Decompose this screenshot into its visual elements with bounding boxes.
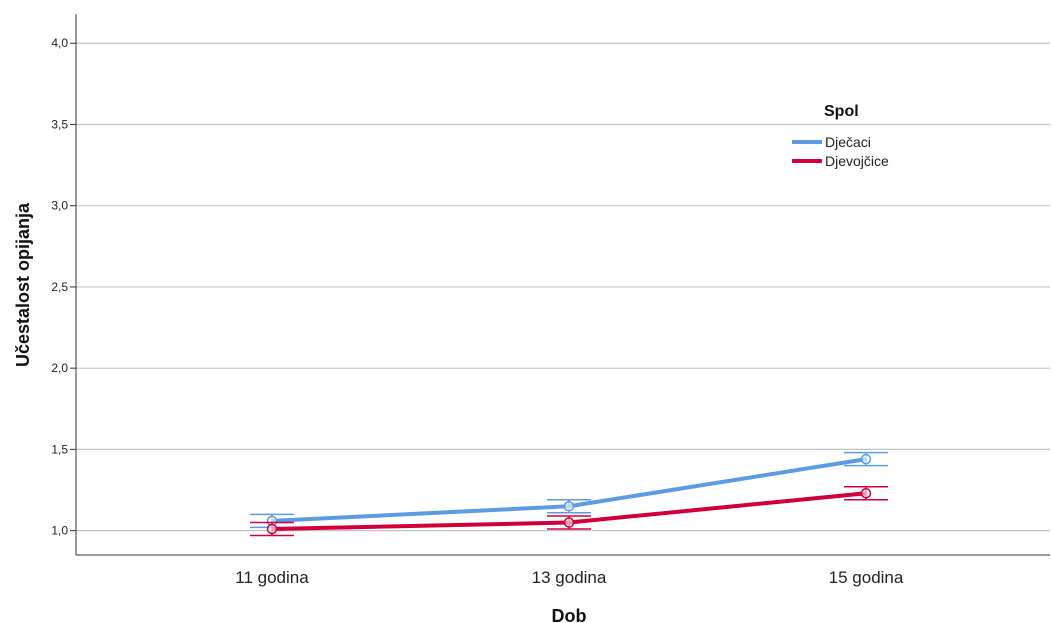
x-tick-label: 13 godina: [532, 568, 607, 587]
x-tick-labels: 11 godina 13 godina 15 godina: [235, 568, 904, 587]
y-axis-title: Učestalost opijanja: [13, 202, 33, 367]
data-point: [563, 517, 575, 528]
legend-title: Spol: [824, 103, 859, 120]
data-point: [860, 488, 872, 499]
x-axis-title: Dob: [552, 606, 587, 623]
y-tick-label: 1,0: [51, 524, 68, 538]
series-djevojcice: [250, 486, 888, 537]
series-lines: [250, 451, 888, 537]
series-djecaci: [250, 451, 888, 529]
y-tick-label: 3,0: [51, 199, 68, 213]
x-tick-label: 11 godina: [235, 568, 309, 587]
legend-label-djecaci: Dječaci: [825, 134, 871, 150]
x-tick-label: 15 godina: [829, 568, 904, 587]
gridlines: [76, 42, 1050, 532]
data-point: [266, 523, 278, 535]
y-tick-label: 3,5: [51, 117, 68, 131]
y-tick-labels: 1,0 1,5 2,0 2,5 3,0 3,5 4,0: [51, 36, 76, 538]
y-tick-label: 1,5: [51, 442, 68, 456]
legend: Spol Dječaci Djevojčice: [792, 103, 889, 169]
axes: [75, 14, 1050, 556]
y-tick-label: 2,5: [51, 280, 68, 294]
data-point: [563, 501, 575, 512]
y-tick-label: 4,0: [51, 36, 68, 50]
y-tick-label: 2,0: [51, 361, 68, 375]
legend-label-djevojcice: Djevojčice: [825, 153, 889, 169]
data-point: [860, 453, 872, 465]
